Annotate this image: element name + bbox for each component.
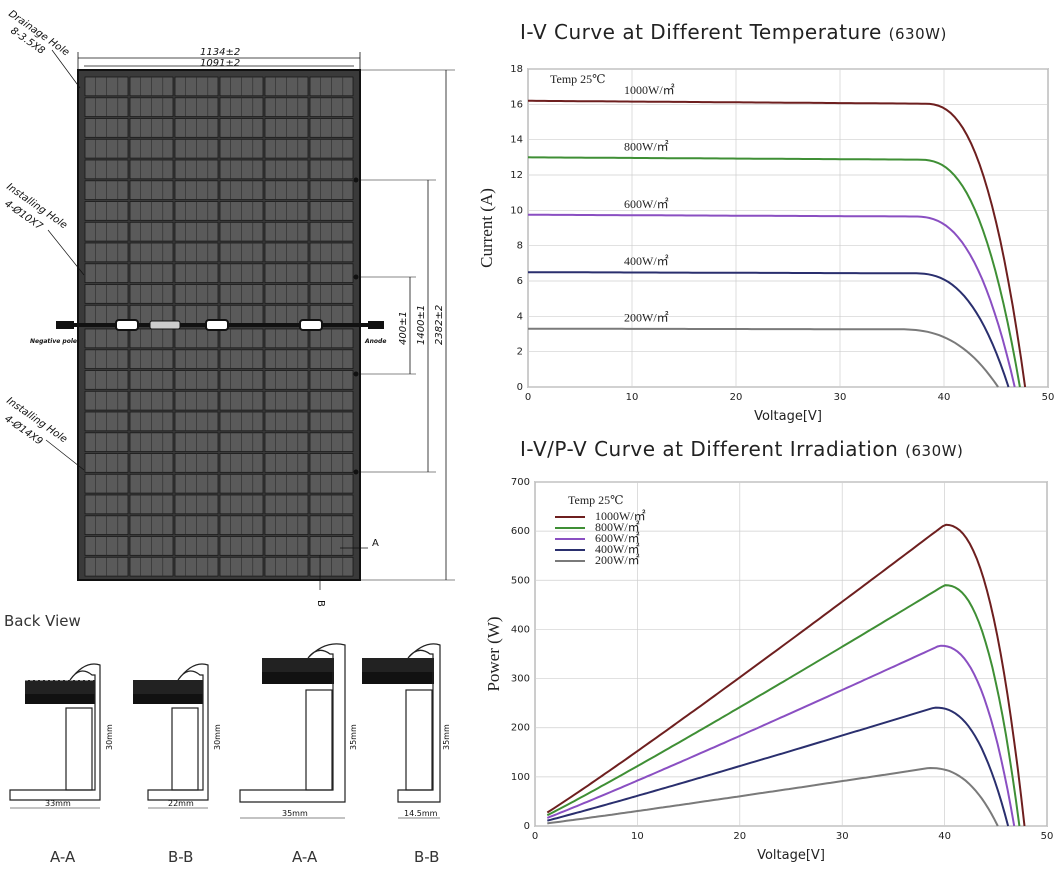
section-profile-1: 33mm 30mm xyxy=(9,663,114,809)
y-tick-label: 300 xyxy=(511,674,530,685)
x-tick-label: 20 xyxy=(733,831,746,842)
chart-2-temp-annotation: Temp 25℃ xyxy=(568,493,624,507)
section-marker-a: A xyxy=(372,538,379,549)
chart-2-title-suffix: (630W) xyxy=(905,442,964,460)
x-tick-label: 50 xyxy=(1042,392,1055,403)
legend-entry: 800W/㎡ xyxy=(595,520,640,534)
iv-series-line xyxy=(527,156,1021,388)
dim-2382: 2382±2 xyxy=(434,305,445,345)
x-tick-label: 40 xyxy=(938,392,951,403)
x-axis-label: Voltage[V] xyxy=(757,848,825,863)
chart-1-temp-annotation: Temp 25℃ xyxy=(550,72,606,86)
pv-series-line xyxy=(546,644,1016,827)
iv-series-line xyxy=(528,271,1010,388)
y-tick-label: 8 xyxy=(517,241,523,252)
iv-series-line xyxy=(528,213,1016,388)
x-tick-label: 40 xyxy=(938,831,951,842)
iv-series-label: 600W/㎡ xyxy=(624,197,669,211)
section-4-width: 14.5mm xyxy=(404,809,438,818)
y-tick-label: 18 xyxy=(510,64,523,75)
iv-temperature-chart: 0 10 20 30 40 50 0 2 4 6 8 10 12 14 16 18 Voltage[V] Curr… xyxy=(477,64,1055,424)
section-label-4: B-B xyxy=(414,848,440,866)
dim-1400: 1400±1 xyxy=(416,305,427,345)
y-tick-label: 100 xyxy=(511,772,530,783)
y-tick-label: 500 xyxy=(511,575,530,586)
section-2-width: 22mm xyxy=(168,799,194,808)
plot-area xyxy=(527,68,1049,388)
legend-entry: 200W/㎡ xyxy=(595,553,640,567)
chart-1-title: I-V Curve at Different Temperature (630W… xyxy=(520,20,947,44)
chart-2-title-text: I-V/P-V Curve at Different Irradiation xyxy=(520,437,899,461)
iv-series-label: 1000W/㎡ xyxy=(624,83,675,97)
legend-entry: 600W/㎡ xyxy=(595,531,640,545)
iv-series-label: 200W/㎡ xyxy=(624,311,669,325)
iv-series-line xyxy=(528,99,1027,388)
pv-series-line xyxy=(546,584,1021,827)
x-axis-label: Voltage[V] xyxy=(754,409,822,424)
y-tick-label: 400 xyxy=(511,624,530,635)
x-tick-label: 30 xyxy=(834,392,847,403)
legend-entry: 1000W/㎡ xyxy=(595,509,646,523)
y-tick-label: 14 xyxy=(510,135,523,146)
x-tick-label: 0 xyxy=(525,392,531,403)
chart-1-title-suffix: (630W) xyxy=(888,25,947,43)
width-outer-dim: 1134±2 xyxy=(200,47,240,58)
section-marker-b: B xyxy=(315,600,326,607)
x-tick-label: 20 xyxy=(730,392,743,403)
negative-pole-label: Negative pole xyxy=(30,338,77,345)
dim-400: 400±1 xyxy=(398,311,409,345)
pv-series-line xyxy=(547,766,999,827)
chart-2-title: I-V/P-V Curve at Different Irradiation (… xyxy=(520,437,963,461)
iv-series-label: 800W/㎡ xyxy=(624,139,669,153)
section-3-width: 35mm xyxy=(282,809,308,818)
section-profile-4: 14.5mm 35mm xyxy=(362,643,451,819)
section-2-height: 30mm xyxy=(213,724,222,750)
section-1-width: 33mm xyxy=(45,799,71,808)
pv-irradiation-chart: 0 10 20 30 40 500100200300400500600700Voltage… xyxy=(484,477,1054,863)
width-inner-dim: 1091±2 xyxy=(200,58,240,69)
section-profile-3: 35mm 35mm xyxy=(239,643,358,819)
y-tick-label: 600 xyxy=(511,526,530,537)
back-view-label: Back View xyxy=(4,612,81,630)
y-tick-label: 4 xyxy=(517,311,523,322)
y-tick-label: 700 xyxy=(511,477,530,488)
section-profile-2: 22mm 30mm xyxy=(133,663,222,809)
y-tick-label: 200 xyxy=(511,723,530,734)
section-label-1: A-A xyxy=(50,848,76,866)
section-label-3: A-A xyxy=(292,848,318,866)
iv-series-label: 400W/㎡ xyxy=(624,254,669,268)
y-axis-label: Current (A) xyxy=(477,188,496,268)
section-label-2: B-B xyxy=(168,848,194,866)
y-tick-label: 6 xyxy=(517,276,523,287)
pv-series-line xyxy=(547,706,1010,827)
y-tick-label: 12 xyxy=(510,170,523,181)
y-tick-label: 0 xyxy=(524,821,530,832)
section-3-height: 35mm xyxy=(349,724,358,750)
anode-label: Anode xyxy=(364,338,386,345)
y-tick-label: 2 xyxy=(517,347,523,358)
x-tick-label: 0 xyxy=(532,831,538,842)
x-tick-label: 50 xyxy=(1041,831,1054,842)
x-tick-label: 10 xyxy=(631,831,644,842)
x-tick-label: 10 xyxy=(626,392,639,403)
module-drawing: Negative pole Anode 1134±2 1091±2 400±1 … xyxy=(2,8,455,607)
y-axis-label: Power (W) xyxy=(484,616,503,691)
pv-series-line xyxy=(546,523,1026,827)
x-tick-label: 30 xyxy=(836,831,849,842)
iv-series-line xyxy=(528,327,999,388)
y-tick-label: 0 xyxy=(517,382,523,393)
frame-sections: 33mm 30mm 22mm 30mm 35mm 35mm 14.5mm 35m… xyxy=(9,643,451,819)
section-1-height: 30mm xyxy=(105,724,114,750)
chart-1-title-text: I-V Curve at Different Temperature xyxy=(520,20,882,44)
section-4-height: 35mm xyxy=(442,724,451,750)
legend-entry: 400W/㎡ xyxy=(595,542,640,556)
y-tick-label: 16 xyxy=(510,99,523,110)
y-tick-label: 10 xyxy=(510,205,523,216)
